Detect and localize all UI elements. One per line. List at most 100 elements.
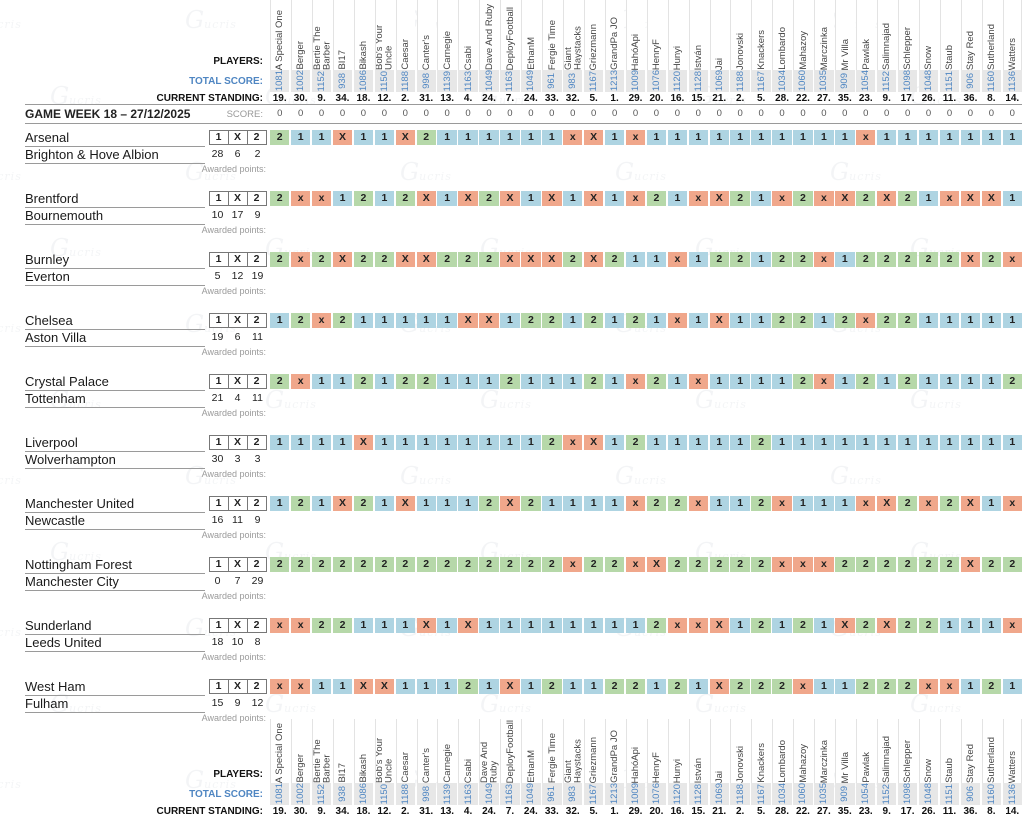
player-standing: 28. [775, 806, 789, 817]
prediction-cell: 1 [416, 679, 436, 694]
player-total-score: 961 [546, 73, 558, 89]
prediction-cell: 2 [416, 557, 436, 572]
player-standing: 1. [610, 93, 619, 104]
standings-grid: 19. 30. 9. 34. 18. 12. 2. 31. 13. 4. 24. 7. 24. 33. 32… [270, 92, 1022, 105]
prediction-cell: 2 [897, 557, 918, 572]
player-name: Griezmann [589, 23, 599, 70]
current-standing-label: CURRENT STANDING: [156, 93, 263, 104]
player-total-score-cell: 1163 [500, 70, 520, 92]
player-total-score: 1081 [274, 70, 286, 92]
player-column: Schlepper [897, 0, 918, 70]
player-name: Mahazoy [798, 744, 809, 783]
prediction-cell: 1 [416, 496, 436, 511]
awarded-points-label: Awarded points: [201, 286, 266, 296]
prediction-cell: 1 [521, 618, 541, 633]
prediction-cell: x [856, 130, 876, 145]
player-total-score: 1086 [357, 70, 369, 92]
player-standing: 30. [293, 93, 308, 104]
player-column: Marczinka [814, 0, 834, 70]
outcome-header-cell: 2 [246, 252, 267, 267]
player-standing: 7. [505, 806, 515, 817]
prediction-cell: 1 [730, 313, 750, 328]
player-total-score: 938 [337, 786, 348, 802]
player-standing: 12. [377, 93, 392, 104]
prediction-cell: 2 [688, 557, 709, 572]
prediction-cell: X [479, 313, 499, 328]
player-name: HahóApi [631, 746, 641, 783]
vote-counts: 18 10 8 [205, 635, 270, 649]
prediction-cell: 2 [416, 130, 436, 145]
outcome-header-cell: 2 [246, 435, 267, 450]
prediction-cell: x [290, 374, 311, 389]
prediction-cell: 1 [395, 679, 415, 694]
player-standing: 11. [942, 806, 957, 817]
player-name: DeployFootball [505, 719, 516, 783]
player-standing: 23. [858, 93, 873, 104]
player-standing: 34. [335, 93, 350, 104]
player-total-score: 1167 [755, 70, 767, 92]
player-total-score: 1054 [860, 70, 872, 92]
player-name: Jai [715, 57, 725, 70]
player-column: Stay Red [960, 0, 981, 70]
player-column: Staub [939, 719, 960, 783]
prediction-cell: x [270, 618, 290, 633]
away-team-name: Aston Villa [25, 330, 205, 347]
player-week-score: 0 [904, 108, 911, 119]
vote-count: 18 [211, 636, 224, 648]
prediction-cell: X [960, 252, 981, 267]
outcome-header-cell: 2 [246, 679, 267, 694]
prediction-cell: 2 [772, 252, 792, 267]
player-name: István [694, 44, 704, 70]
vote-counts: 0 7 29 [205, 574, 270, 588]
prediction-cell: 1 [437, 679, 457, 694]
player-name: Jai [715, 770, 725, 783]
prediction-cell: 1 [290, 435, 311, 450]
prediction-cell: 1 [709, 496, 729, 511]
outcome-header-cell: 1 [208, 374, 229, 389]
player-total-score: 1076 [650, 70, 662, 92]
away-team-name: Everton [25, 269, 205, 286]
players-header: PLAYERS: A Special One Berger Bertie The B… [0, 0, 1024, 105]
player-total-score: 1160 [985, 783, 997, 805]
prediction-cell: 1 [563, 679, 583, 694]
player-total-score: 1167 [588, 70, 600, 92]
player-total-score: 1049 [483, 783, 495, 805]
away-team-name: Newcastle [25, 513, 205, 530]
player-total-score-cell: 1034 [772, 783, 792, 805]
player-total-score: 1002 [295, 783, 307, 805]
player-total-score-cell: 1060 [793, 783, 813, 805]
player-standing: 20. [649, 93, 664, 104]
player-column: Giant Haystacks [563, 719, 583, 783]
outcome-header-cell: 1 [208, 191, 229, 206]
vote-count: 11 [232, 514, 243, 526]
player-total-score-cell: 906 [960, 783, 981, 805]
player-column: Staub [939, 0, 960, 70]
player-total-score: 983 [567, 786, 579, 802]
player-total-score-cell: 998 [416, 70, 436, 92]
prediction-cell: 2 [353, 252, 374, 267]
player-name: Hunyi [673, 758, 683, 783]
prediction-cell: 2 [667, 557, 688, 572]
prediction-cell: x [856, 313, 876, 328]
prediction-cell: x [625, 374, 646, 389]
awarded-points-row: Awarded points: [0, 469, 1024, 481]
player-column: Bertie The Barber [311, 719, 332, 783]
prediction-cell: 1 [939, 374, 960, 389]
player-column: Watters [1002, 719, 1022, 783]
player-total-score: 1034 [776, 783, 788, 805]
prediction-cell: X [960, 557, 981, 572]
prediction-cell: x [1002, 252, 1022, 267]
prediction-cell: x [772, 557, 792, 572]
player-total-score: 1009 [630, 783, 642, 805]
player-total-score-cell: 1188 [395, 70, 415, 92]
prediction-cell: 2 [458, 679, 478, 694]
prediction-cell: 1 [960, 435, 981, 450]
match-row: Sunderland 1 X 2 x x 2 2 1 1 1 X 1 X 1 1 1 1 1 1 1 1 2 x x X 1 2 1 2 1… [0, 613, 1024, 674]
player-column: Caesar [395, 0, 415, 70]
prediction-cell: 1 [751, 191, 771, 206]
player-total-score: 1139 [441, 70, 453, 92]
player-standing: 22. [796, 93, 810, 104]
